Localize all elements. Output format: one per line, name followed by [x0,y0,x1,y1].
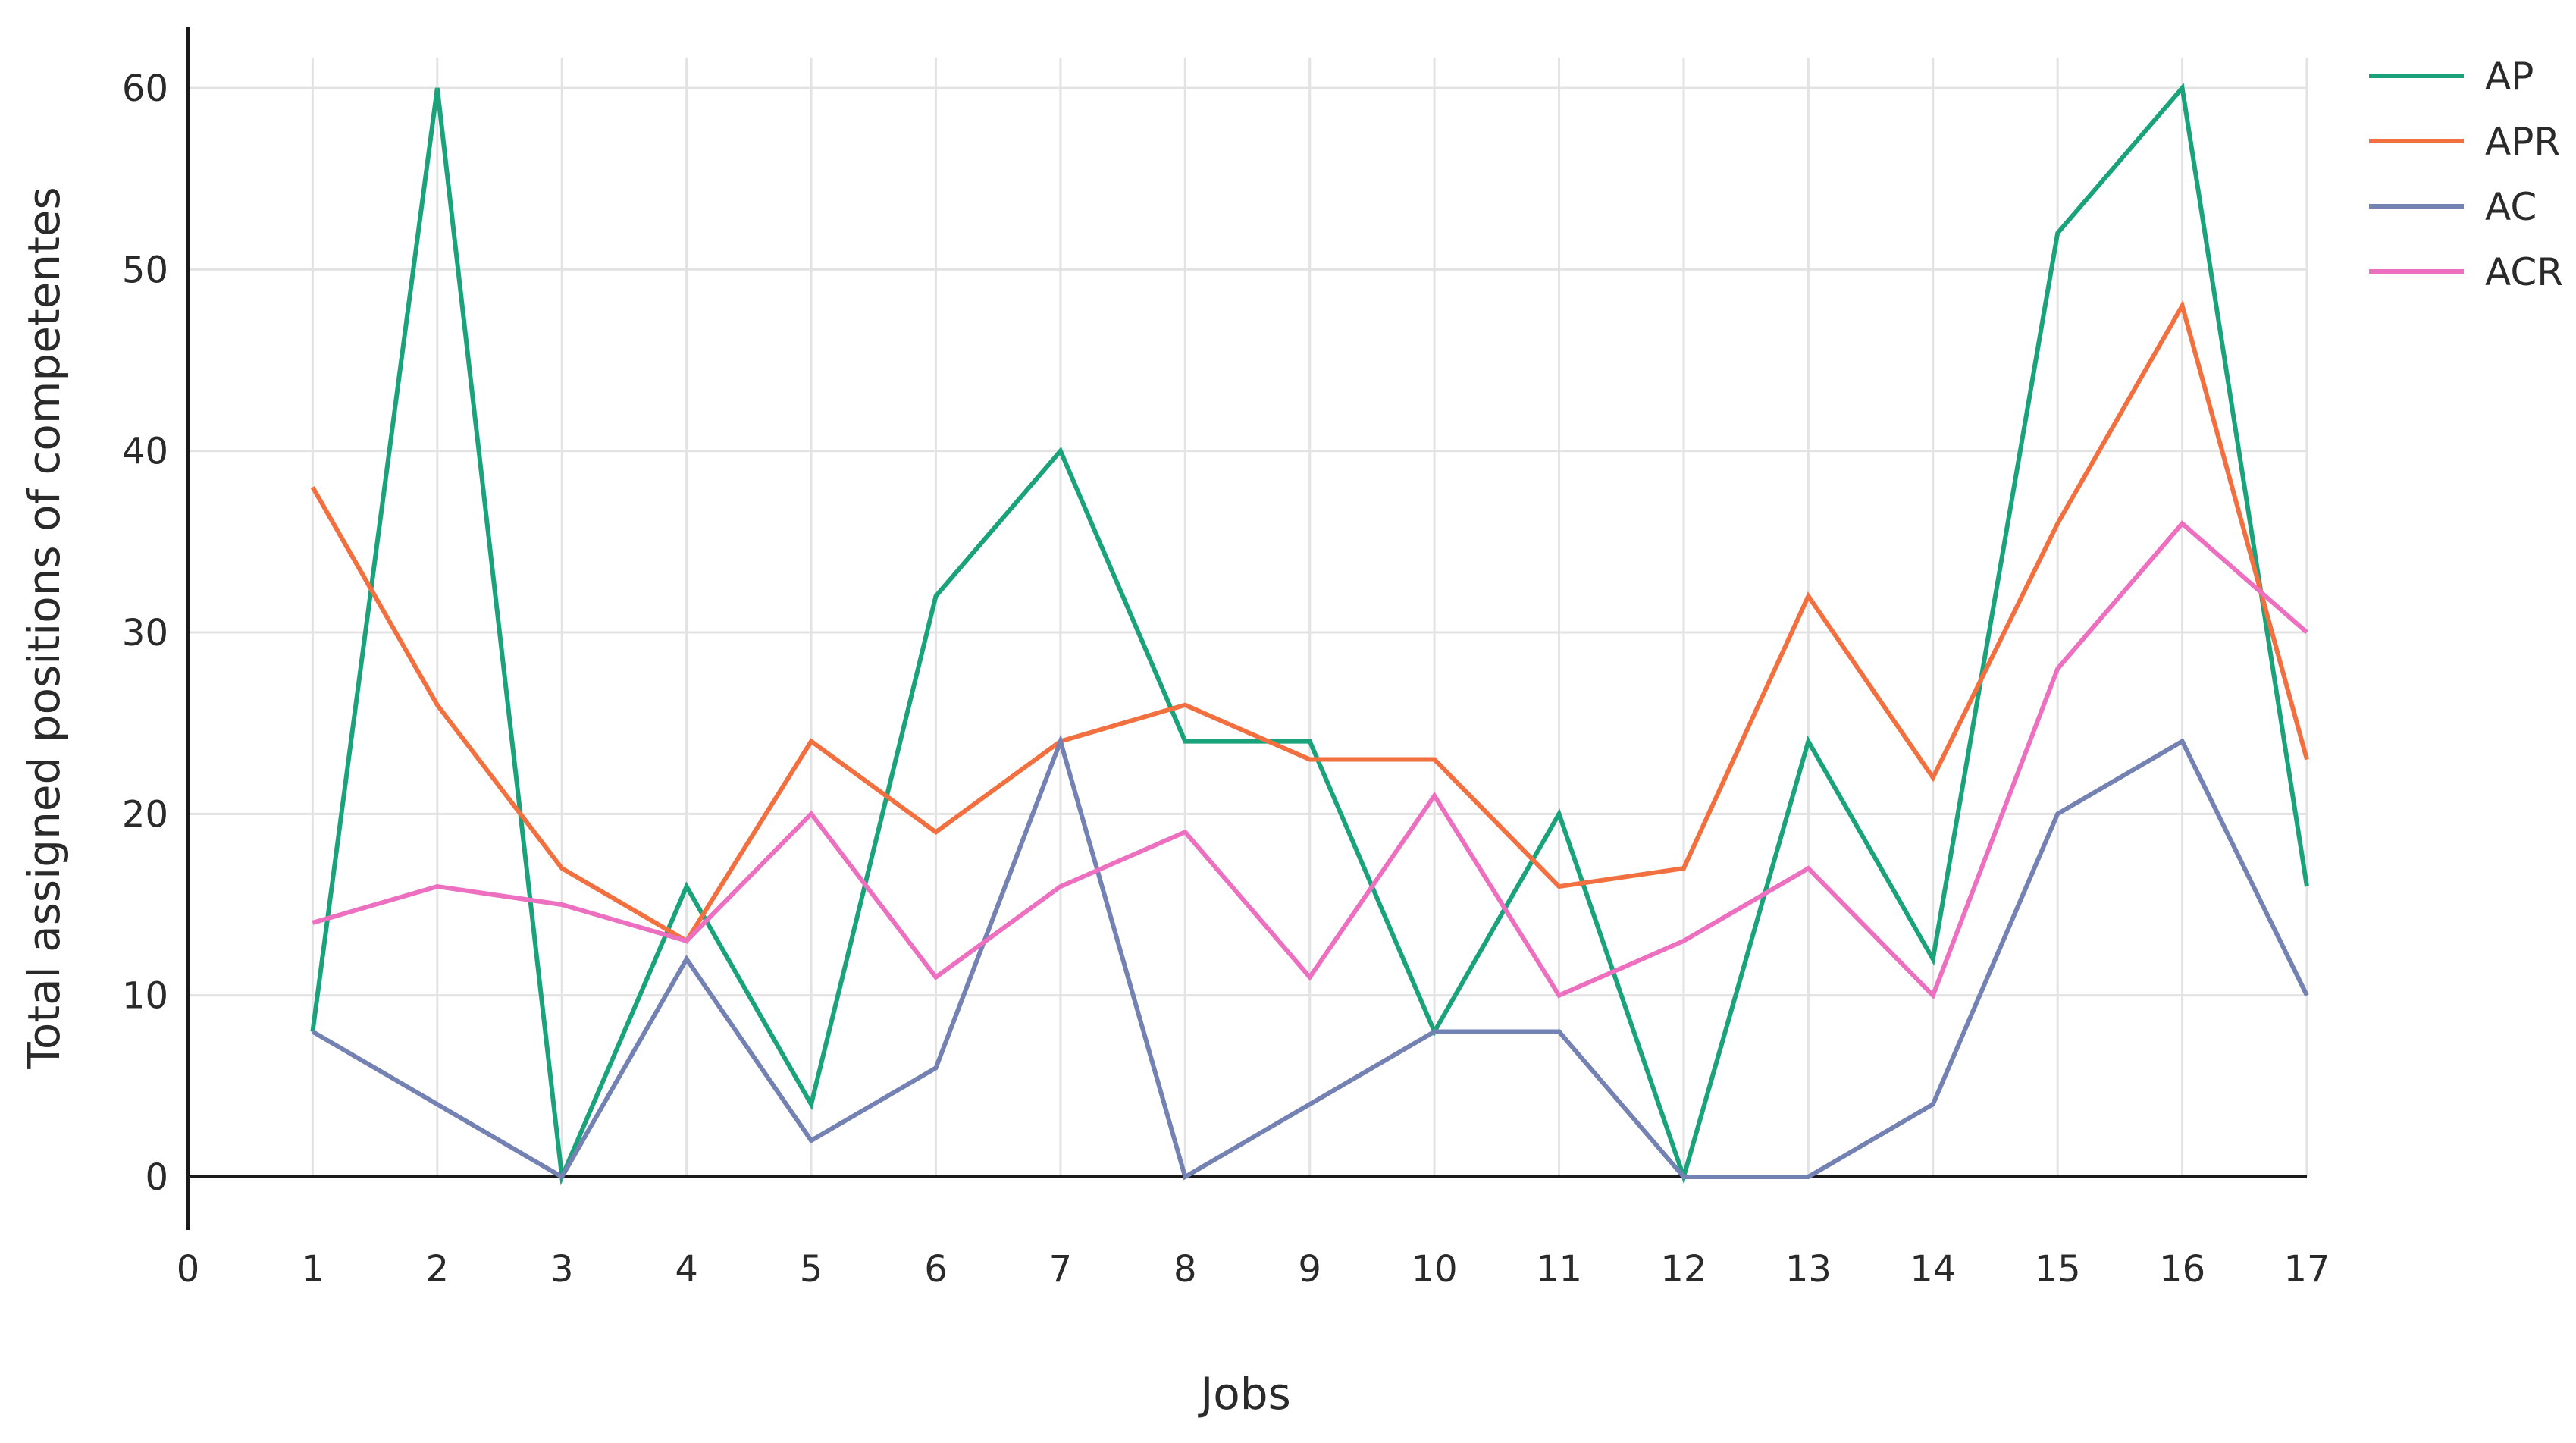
y-tick-label: 0 [145,1156,168,1199]
x-tick-label: 11 [1536,1248,1582,1291]
x-tick-label: 9 [1298,1248,1321,1291]
legend-label-apr: APR [2485,120,2560,164]
x-tick-label: 7 [1049,1248,1073,1291]
x-tick-label: 13 [1785,1248,1832,1291]
legend-label-ac: AC [2485,185,2537,229]
legend: AP APR AC ACR [2369,55,2563,294]
axes [186,27,2307,1230]
series-lines [310,83,2309,1186]
x-tick-label: 0 [177,1248,200,1291]
x-tick-label: 5 [800,1248,823,1291]
x-tick-label: 16 [2159,1248,2205,1291]
x-tick-label: 6 [924,1248,948,1291]
y-tick-label: 10 [122,975,168,1018]
x-tick-label: 8 [1174,1248,1197,1291]
y-tick-label: 20 [122,793,168,836]
x-tick-label: 10 [1412,1248,1458,1291]
grid [188,58,2308,1177]
x-tick-label: 2 [426,1248,450,1291]
legend-label-ap: AP [2485,55,2534,99]
legend-label-acr: ACR [2485,250,2563,294]
y-tick-label: 30 [122,612,168,654]
y-tick-label: 40 [122,431,168,473]
x-axis-title: Jobs [1198,1368,1291,1419]
x-tick-label: 12 [1660,1248,1706,1291]
x-tick-label: 1 [301,1248,324,1291]
x-tick-label: 4 [675,1248,698,1291]
series-line-acr [312,520,2308,1000]
y-tick-label: 50 [122,249,168,291]
series-line-ap [310,83,2309,1186]
y-axis-title: Total assigned positions of competentes [18,187,70,1069]
x-tick-label: 3 [550,1248,574,1291]
x-tick-label: 14 [1910,1248,1956,1291]
x-tick-label: 15 [2035,1248,2081,1291]
series-line-apr [310,300,2309,944]
x-tick-label: 17 [2283,1248,2330,1291]
series-line-ac [311,734,2309,1181]
y-tick-label: 60 [122,67,168,110]
